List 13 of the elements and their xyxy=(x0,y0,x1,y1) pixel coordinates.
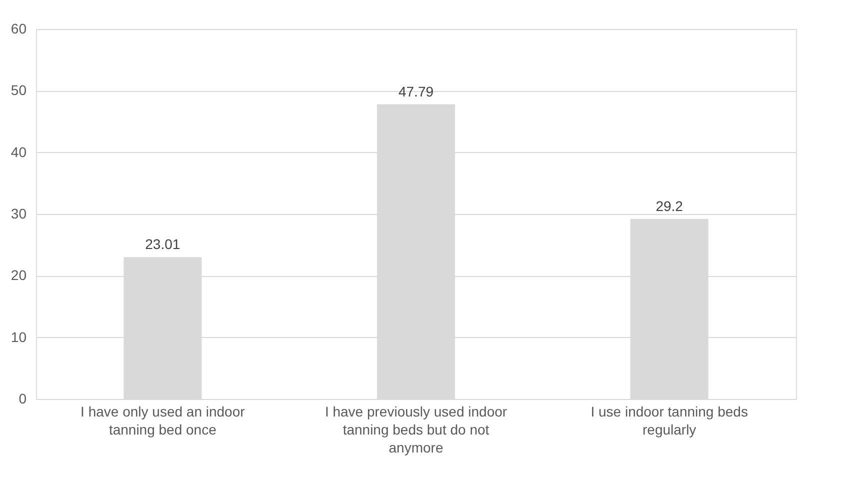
y-tick-label: 20 xyxy=(10,267,27,284)
x-tick-label: I have only used an indoor tanning bed once xyxy=(80,404,246,438)
data-label: 23.01 xyxy=(145,236,180,252)
y-tick-label: 60 xyxy=(10,20,27,36)
x-tick-label: I have previously used indoor tanning beds but do not anymore xyxy=(324,404,508,456)
y-tick-label: 0 xyxy=(18,390,27,406)
y-tick-label: 40 xyxy=(10,144,27,160)
x-tick-label: I use indoor tanning beds regularly xyxy=(590,404,748,438)
y-tick-label: 10 xyxy=(10,328,27,345)
data-label: 47.79 xyxy=(398,83,434,100)
data-label: 29.2 xyxy=(656,198,684,214)
y-tick-label: 50 xyxy=(10,82,27,98)
y-tick-label: 30 xyxy=(10,206,27,222)
